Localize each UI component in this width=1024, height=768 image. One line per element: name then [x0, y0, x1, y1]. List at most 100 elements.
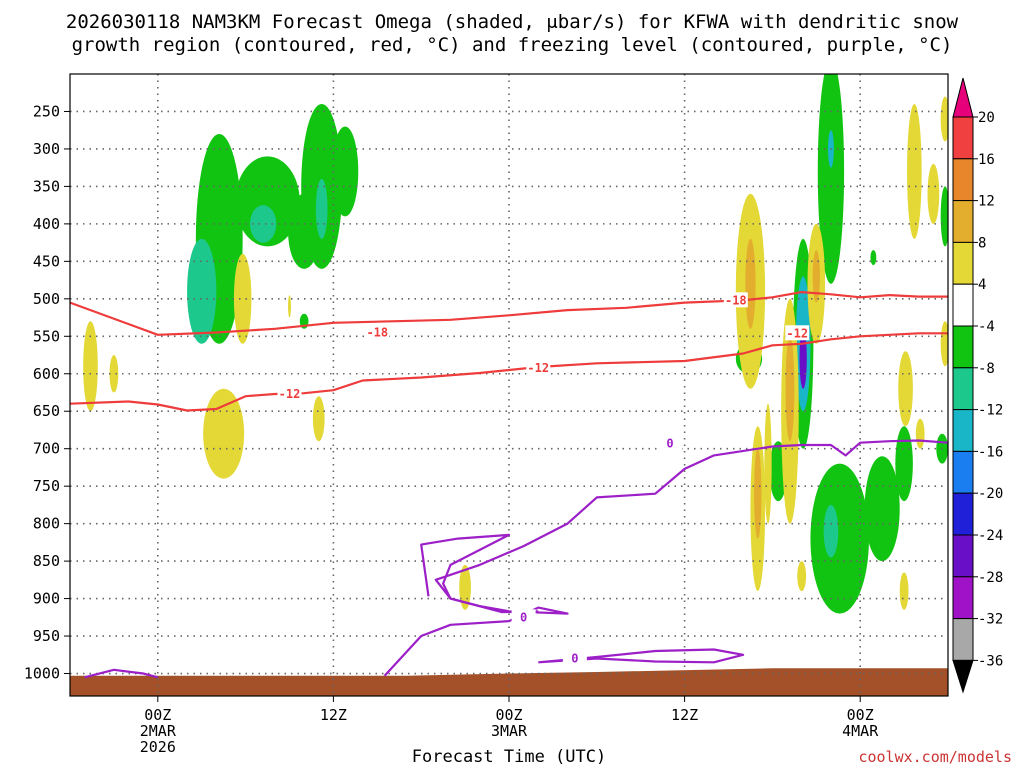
watermark: coolwx.com/models: [858, 748, 1012, 766]
x-tick-label-48-1: 4MAR: [842, 722, 879, 740]
y-tick-label-450: 450: [33, 252, 60, 270]
y-tick-label-550: 550: [33, 327, 60, 345]
omega-region-9: [817, 74, 845, 284]
dgz-12b-label-label: -12: [527, 361, 549, 375]
y-tick-label-400: 400: [33, 215, 60, 233]
omega-region-19: [895, 426, 913, 502]
colorbar-label-10: -24: [978, 528, 1003, 544]
colorbar-label-5: -4: [978, 319, 995, 335]
x-tick-label-0-0: 00Z: [144, 706, 171, 724]
colorbar-label-1: 16: [978, 152, 995, 168]
colorbar-band-9: [952, 492, 974, 536]
colorbar-label-6: -8: [978, 361, 995, 377]
colorbar-band-3: [952, 241, 974, 285]
x-tick-label-0-1: 2MAR: [140, 722, 177, 740]
colorbar-band-5: [952, 325, 974, 369]
omega-region-35: [785, 336, 795, 442]
omega-region-37: [812, 250, 820, 303]
colorbar-band-2: [952, 200, 974, 243]
y-tick-label-650: 650: [33, 402, 60, 420]
x-tick-label-24-0: 00Z: [495, 706, 522, 724]
omega-region-33: [754, 448, 762, 539]
omega-region-27: [312, 396, 325, 442]
x-tick-label-12-0: 12Z: [320, 706, 347, 724]
colorbar: 20 16 12 8 4 -4 -8 -12 -16 -20 -24 -28 -32 -36: [952, 77, 1003, 694]
colorbar-band-4: [952, 283, 974, 327]
freezing-level-lower-label: 0: [520, 610, 527, 624]
colorbar-band-1: [952, 158, 974, 202]
colorbar-label-12: -32: [978, 612, 1003, 628]
colorbar-band-11: [952, 576, 974, 620]
omega-shading: [83, 74, 948, 614]
freezing-level-lower-label-bg: [511, 609, 536, 625]
dgz-18b-label-label-bg: [723, 292, 748, 308]
x-tick-label-0-2: 2026: [140, 738, 176, 756]
colorbar-band-7: [952, 409, 974, 452]
colorbar-band-12: [952, 618, 974, 661]
dgz-bottom-line: [70, 332, 948, 412]
colorbar-label-11: -28: [978, 570, 1003, 586]
freezing-level-near-sfc-label: 0: [571, 652, 578, 666]
y-tick-label-850: 850: [33, 552, 60, 570]
omega-region-38: [764, 403, 772, 524]
colorbar-band-6: [952, 367, 974, 411]
dgz-top-line: [70, 291, 948, 336]
y-tick-label-250: 250: [33, 102, 60, 120]
colorbar-label-8: -16: [978, 444, 1003, 460]
y-tick-label-900: 900: [33, 590, 60, 608]
colorbar-label-3: 8: [978, 235, 986, 251]
colorbar-label-0: 20: [978, 110, 995, 126]
freezing-level-label: 0: [666, 436, 673, 450]
colorbar-band-8: [952, 450, 974, 494]
omega-region-31: [745, 238, 756, 329]
dgz-18b-label-label: -18: [725, 293, 747, 307]
omega-region-3: [249, 205, 277, 243]
x-tick-label-48-0: 00Z: [847, 706, 874, 724]
dgz-bottom-label: -12: [279, 387, 301, 401]
y-tick-label-950: 950: [33, 627, 60, 645]
x-tick-label-24-1: 3MAR: [491, 722, 528, 740]
omega-region-46: [797, 561, 807, 592]
colorbar-band-0: [952, 116, 974, 160]
omega-region-25: [233, 253, 252, 344]
freezing-level-line: [383, 439, 948, 677]
omega-region-40: [927, 163, 940, 224]
omega-region-22: [870, 250, 877, 266]
colorbar-label-13: -36: [978, 653, 1003, 669]
chart-title-line2: growth region (contoured, red, °C) and f…: [72, 34, 953, 56]
x-tick-label-36-0: 12Z: [671, 706, 698, 724]
freezing-level-near-sfc-line: [538, 648, 745, 664]
freezing-level-left-line: [84, 668, 159, 679]
omega-region-44: [899, 572, 909, 610]
omega-region-42: [940, 96, 948, 142]
omega-region-23: [83, 321, 98, 412]
dgz-top-label: -18: [366, 326, 388, 340]
omega-region-28: [288, 295, 291, 318]
omega-region-41: [898, 351, 913, 427]
omega-region-7: [331, 126, 359, 217]
omega-region-1: [187, 238, 217, 344]
y-tick-label-600: 600: [33, 365, 60, 383]
omega-region-21: [940, 186, 948, 247]
x-axis-label: Forecast Time (UTC): [412, 747, 606, 767]
omega-region-24: [109, 355, 119, 393]
colorbar-label-7: -12: [978, 403, 1003, 419]
dgz-12b-label-label-bg: [526, 359, 551, 375]
omega-region-17: [823, 504, 839, 558]
y-axis-ticks: 250 300 350 400 450 500 550 600 650 700 750 800 850 9…: [24, 102, 70, 683]
omega-region-26: [203, 388, 245, 479]
y-tick-label-800: 800: [33, 515, 60, 533]
omega-region-16: [810, 463, 869, 614]
dgz-12c-label-label-bg: [785, 325, 810, 341]
y-tick-label-700: 700: [33, 440, 60, 458]
y-tick-label-300: 300: [33, 140, 60, 158]
omega-region-29: [459, 564, 471, 610]
terrain-fill: [70, 668, 948, 696]
colorbar-band-10: [952, 534, 974, 578]
grid-lines: [70, 74, 948, 696]
y-tick-label-500: 500: [33, 290, 60, 308]
omega-region-6: [315, 178, 328, 239]
terrain-surface: [70, 668, 948, 696]
